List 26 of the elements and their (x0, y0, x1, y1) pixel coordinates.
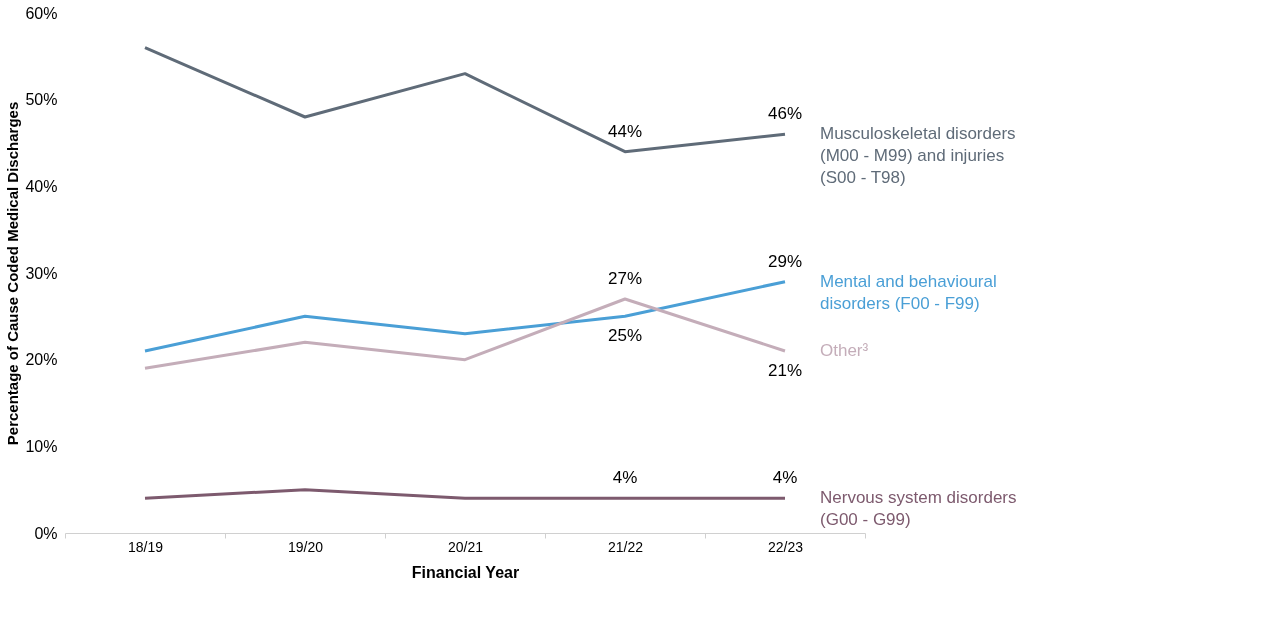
y-tick-label: 30% (25, 264, 58, 282)
text: Mental and behavioural disorders (F00 - F99) (820, 271, 997, 313)
y-tick-label: 60% (25, 4, 58, 22)
x-tick-label: 18/19 (127, 538, 164, 555)
data-label: 4% (772, 468, 798, 488)
data-label: 44% (607, 121, 643, 141)
x-tick-label: 22/23 (767, 538, 804, 555)
data-label: 4% (612, 468, 638, 488)
data-label: 29% (767, 251, 803, 271)
data-label: 21% (767, 361, 803, 380)
data-label: 25% (607, 326, 643, 346)
data-label: 27% (607, 269, 643, 288)
text: Other³ (820, 341, 869, 360)
data-label: 46% (767, 104, 803, 124)
y-tick-label: 40% (25, 177, 58, 195)
y-tick-label: 10% (25, 437, 58, 455)
text: Musculoskeletal disorders (M00 - M99) and injuries (S00 - T98) (820, 124, 1016, 188)
text: Nervous system disorders (G00 - G99) (820, 488, 1017, 530)
y-tick-label: 20% (25, 351, 58, 369)
y-tick-label: 50% (25, 91, 58, 109)
y-tick-label: 0% (34, 524, 58, 542)
x-tick-label: 20/21 (447, 538, 484, 555)
x-axis-title: Financial Year (411, 563, 520, 581)
x-tick-label: 21/22 (607, 538, 644, 555)
x-tick-label: 19/20 (287, 538, 324, 555)
y-axis-title: Percentage of Cause Coded Medical Discharges (4, 101, 22, 446)
